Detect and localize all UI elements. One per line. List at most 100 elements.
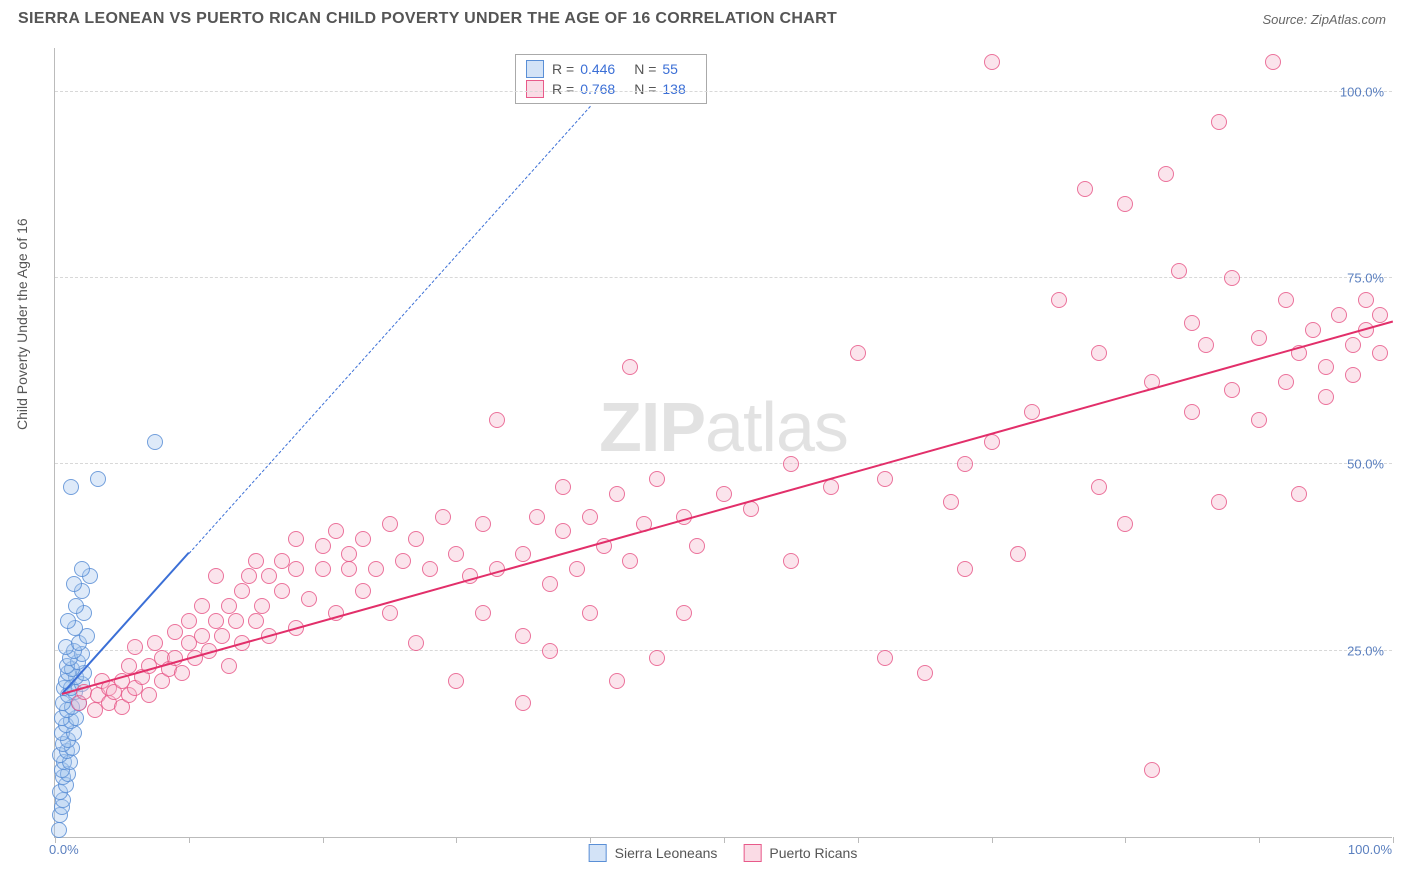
data-point <box>1358 292 1374 308</box>
data-point <box>1010 546 1026 562</box>
data-point <box>1251 412 1267 428</box>
data-point <box>341 546 357 562</box>
data-point <box>121 658 137 674</box>
data-point <box>448 546 464 562</box>
y-tick-label: 25.0% <box>1347 643 1384 658</box>
data-point <box>1091 345 1107 361</box>
data-point <box>542 576 558 592</box>
data-point <box>68 598 84 614</box>
data-point <box>850 345 866 361</box>
data-point <box>1091 479 1107 495</box>
data-point <box>609 486 625 502</box>
data-point <box>221 658 237 674</box>
data-point <box>649 471 665 487</box>
data-point <box>288 561 304 577</box>
legend-item: Puerto Ricans <box>743 844 857 862</box>
data-point <box>1372 307 1388 323</box>
y-tick-label: 75.0% <box>1347 271 1384 286</box>
data-point <box>689 538 705 554</box>
data-point <box>1265 54 1281 70</box>
legend-row: R = 0.446 N = 55 <box>526 59 696 79</box>
data-point <box>167 624 183 640</box>
data-point <box>555 523 571 539</box>
data-point <box>368 561 384 577</box>
data-point <box>1077 181 1093 197</box>
data-point <box>609 673 625 689</box>
data-point <box>984 54 1000 70</box>
data-point <box>382 516 398 532</box>
data-point <box>234 583 250 599</box>
legend-item: Sierra Leoneans <box>589 844 718 862</box>
correlation-legend: R = 0.446 N = 55 R =0.768N =138 <box>515 54 707 104</box>
data-point <box>877 650 893 666</box>
data-point <box>1318 359 1334 375</box>
data-point <box>676 605 692 621</box>
x-tick <box>456 837 457 843</box>
data-point <box>208 568 224 584</box>
data-point <box>228 613 244 629</box>
data-point <box>90 471 106 487</box>
data-point <box>1051 292 1067 308</box>
data-point <box>1211 494 1227 510</box>
data-point <box>542 643 558 659</box>
trend-line-extrapolated <box>188 106 590 554</box>
data-point <box>1184 315 1200 331</box>
legend-n-value: 55 <box>662 61 696 77</box>
data-point <box>622 359 638 375</box>
y-axis-title: Child Poverty Under the Age of 16 <box>14 218 30 430</box>
data-point <box>1224 382 1240 398</box>
x-tick <box>55 837 56 843</box>
data-point <box>127 639 143 655</box>
data-point <box>274 583 290 599</box>
legend-n-label: N = <box>634 61 656 77</box>
x-tick <box>189 837 190 843</box>
x-tick <box>1125 837 1126 843</box>
legend-r-value: 0.446 <box>580 61 626 77</box>
data-point <box>60 613 76 629</box>
data-point <box>241 568 257 584</box>
data-point <box>475 605 491 621</box>
data-point <box>1291 486 1307 502</box>
x-axis-max-label: 100.0% <box>1348 842 1392 857</box>
x-axis-min-label: 0.0% <box>49 842 79 857</box>
data-point <box>529 509 545 525</box>
gridline <box>55 650 1392 651</box>
x-tick <box>1259 837 1260 843</box>
data-point <box>1345 337 1361 353</box>
data-point <box>141 687 157 703</box>
data-point <box>1198 337 1214 353</box>
gridline <box>55 277 1392 278</box>
data-point <box>555 479 571 495</box>
x-tick <box>992 837 993 843</box>
data-point <box>1305 322 1321 338</box>
legend-r-label: R = <box>552 81 574 97</box>
data-point <box>1024 404 1040 420</box>
data-point <box>957 456 973 472</box>
data-point <box>147 434 163 450</box>
data-point <box>1184 404 1200 420</box>
data-point <box>1278 292 1294 308</box>
data-point <box>783 456 799 472</box>
y-tick-label: 50.0% <box>1347 457 1384 472</box>
gridline <box>55 463 1392 464</box>
data-point <box>649 650 665 666</box>
data-point <box>515 628 531 644</box>
data-point <box>66 576 82 592</box>
plot-region: ZIPatlas R =0.446N =55R =0.768N =138 0.0… <box>54 48 1392 838</box>
legend-swatch <box>526 80 544 98</box>
data-point <box>1318 389 1334 405</box>
legend-row: R =0.768N =138 <box>526 79 696 99</box>
data-point <box>1372 345 1388 361</box>
series-legend: Sierra Leoneans Puerto Ricans <box>589 844 858 862</box>
data-point <box>917 665 933 681</box>
legend-swatch <box>526 60 544 78</box>
legend-label: Puerto Ricans <box>769 845 857 861</box>
legend-r-label: R = <box>552 61 574 77</box>
data-point <box>582 509 598 525</box>
data-point <box>408 635 424 651</box>
data-point <box>1211 114 1227 130</box>
data-point <box>622 553 638 569</box>
data-point <box>221 598 237 614</box>
watermark: ZIPatlas <box>599 387 848 467</box>
data-point <box>328 523 344 539</box>
